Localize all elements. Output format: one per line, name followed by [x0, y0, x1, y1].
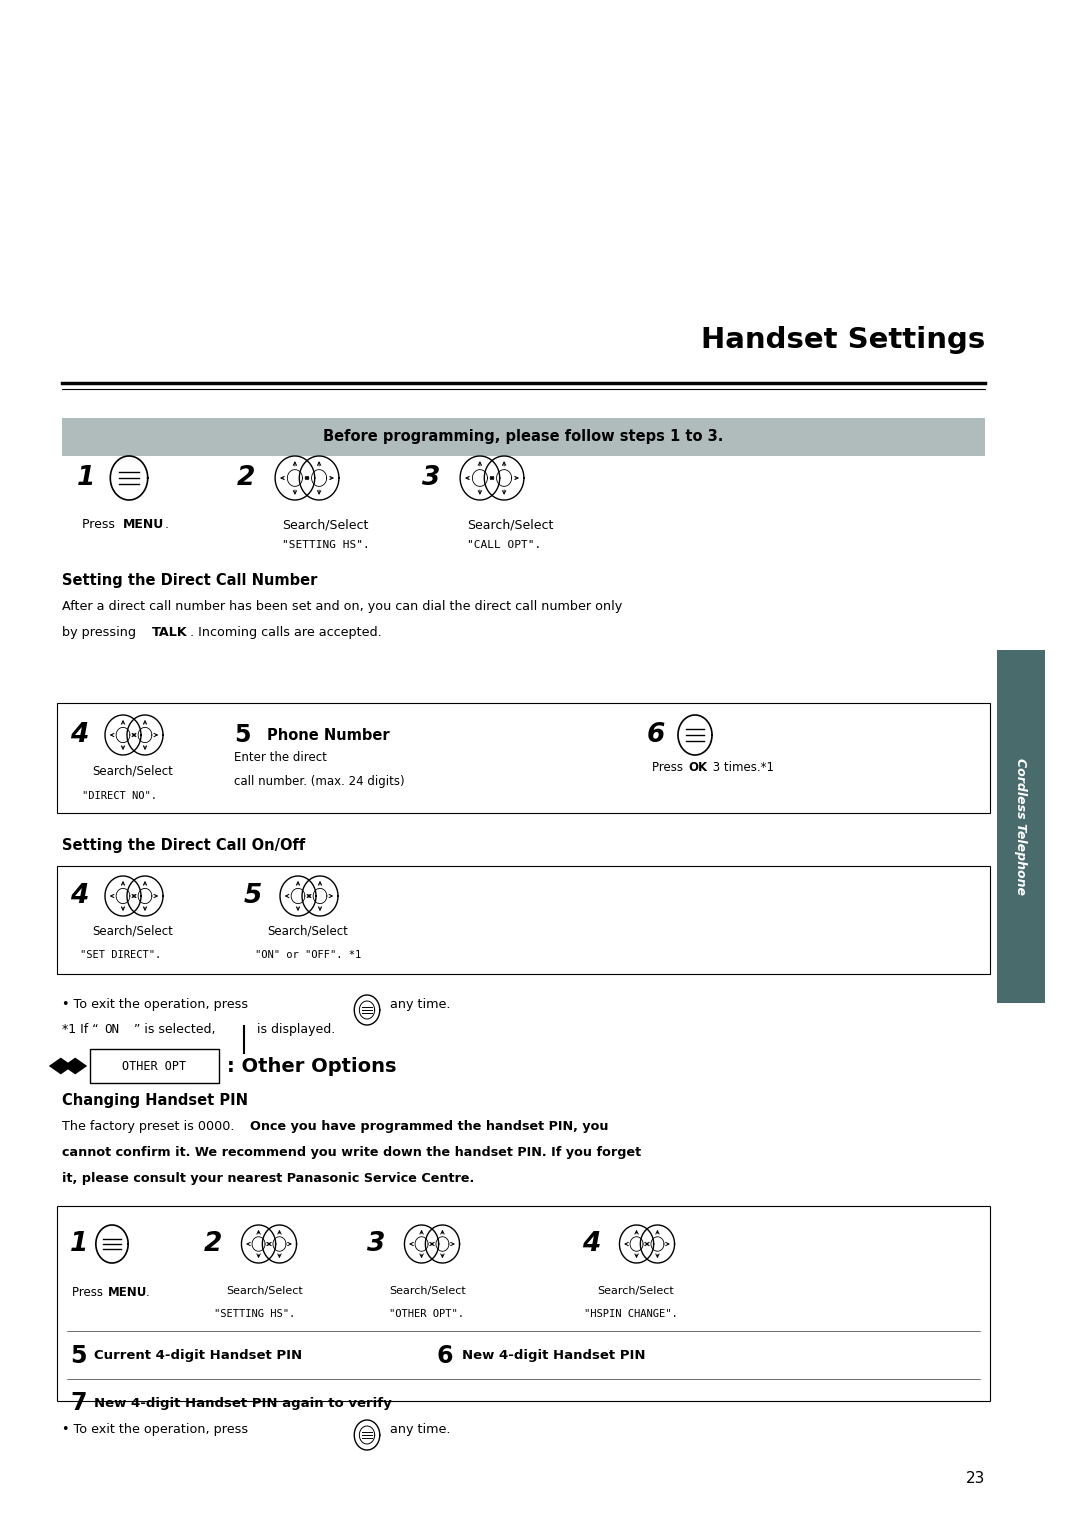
Text: 7: 7	[70, 1390, 86, 1415]
Text: Changing Handset PIN: Changing Handset PIN	[62, 1093, 248, 1108]
Bar	[57, 866, 990, 973]
Text: 3 times.*1: 3 times.*1	[708, 761, 774, 775]
Text: 6: 6	[647, 723, 665, 749]
Text: ON: ON	[104, 1024, 119, 1036]
Text: 4: 4	[70, 883, 89, 909]
Text: 5: 5	[244, 883, 262, 909]
Text: any time.: any time.	[390, 998, 450, 1012]
Text: it, please consult your nearest Panasonic Service Centre.: it, please consult your nearest Panasoni…	[62, 1172, 474, 1186]
Text: 5: 5	[70, 1345, 86, 1368]
Text: OK: OK	[688, 761, 707, 775]
Text: : Other Options: : Other Options	[227, 1056, 396, 1076]
Text: Search/Select: Search/Select	[226, 1287, 302, 1296]
Text: Setting the Direct Call On/Off: Setting the Direct Call On/Off	[62, 837, 306, 853]
Text: call number. (max. 24 digits): call number. (max. 24 digits)	[234, 775, 405, 788]
Text: "ON" or "OFF". *1: "ON" or "OFF". *1	[255, 950, 361, 960]
Text: "OTHER OPT".: "OTHER OPT".	[389, 1309, 464, 1319]
Polygon shape	[49, 1057, 72, 1074]
Text: ” is selected,: ” is selected,	[134, 1024, 216, 1036]
Text: MENU: MENU	[108, 1287, 147, 1299]
Text: New 4-digit Handset PIN: New 4-digit Handset PIN	[462, 1349, 646, 1363]
Text: New 4-digit Handset PIN again to verify: New 4-digit Handset PIN again to verify	[94, 1397, 392, 1409]
Bar	[62, 419, 985, 455]
Text: Search/Select: Search/Select	[92, 924, 173, 937]
Text: 4: 4	[70, 723, 89, 749]
Text: 5: 5	[234, 723, 251, 747]
Text: .: .	[165, 518, 168, 532]
Text: Setting the Direct Call Number: Setting the Direct Call Number	[62, 573, 318, 588]
Text: "SETTING HS".: "SETTING HS".	[282, 539, 369, 550]
Text: .: .	[146, 1287, 150, 1299]
Polygon shape	[64, 1057, 87, 1074]
Text: • To exit the operation, press: • To exit the operation, press	[62, 998, 248, 1012]
Text: any time.: any time.	[390, 1423, 450, 1436]
Text: • To exit the operation, press: • To exit the operation, press	[62, 1423, 248, 1436]
Text: Press: Press	[82, 518, 119, 532]
Text: After a direct call number has been set and on, you can dial the direct call num: After a direct call number has been set …	[62, 601, 622, 613]
Text: Search/Select: Search/Select	[467, 518, 553, 532]
Text: 3: 3	[422, 465, 441, 490]
Text: Handset Settings: Handset Settings	[701, 325, 985, 354]
Text: Press: Press	[72, 1287, 107, 1299]
Text: by pressing: by pressing	[62, 626, 140, 639]
Text: Cordless Telephone: Cordless Telephone	[1014, 758, 1027, 895]
Text: TALK: TALK	[152, 626, 188, 639]
Text: "DIRECT NO".: "DIRECT NO".	[82, 792, 157, 801]
Text: 1: 1	[70, 1232, 89, 1258]
Text: "HSPIN CHANGE".: "HSPIN CHANGE".	[584, 1309, 678, 1319]
Text: cannot confirm it. We recommend you write down the handset PIN. If you forget: cannot confirm it. We recommend you writ…	[62, 1146, 642, 1160]
Text: . Incoming calls are accepted.: . Incoming calls are accepted.	[190, 626, 381, 639]
Text: Enter the direct: Enter the direct	[234, 750, 327, 764]
Text: "SETTING HS".: "SETTING HS".	[214, 1309, 295, 1319]
Text: Press: Press	[652, 761, 687, 775]
Text: Search/Select: Search/Select	[267, 924, 348, 937]
Text: 23: 23	[966, 1471, 985, 1487]
Text: Before programming, please follow steps 1 to 3.: Before programming, please follow steps …	[323, 429, 724, 445]
Text: OTHER OPT: OTHER OPT	[122, 1059, 186, 1073]
Text: *1 If “: *1 If “	[62, 1024, 98, 1036]
Text: 2: 2	[204, 1232, 222, 1258]
Bar	[997, 649, 1045, 1002]
Text: The factory preset is 0000.: The factory preset is 0000.	[62, 1120, 239, 1132]
Text: Phone Number: Phone Number	[267, 727, 390, 743]
Text: 1: 1	[77, 465, 95, 490]
Bar	[57, 703, 990, 813]
Text: MENU: MENU	[123, 518, 164, 532]
Text: Search/Select: Search/Select	[597, 1287, 674, 1296]
Text: is displayed.: is displayed.	[257, 1024, 335, 1036]
Text: "CALL OPT".: "CALL OPT".	[467, 539, 541, 550]
Text: Search/Select: Search/Select	[282, 518, 368, 532]
Text: Once you have programmed the handset PIN, you: Once you have programmed the handset PIN…	[249, 1120, 608, 1132]
Text: 4: 4	[582, 1232, 600, 1258]
Text: 3: 3	[367, 1232, 386, 1258]
Text: Search/Select: Search/Select	[389, 1287, 465, 1296]
FancyBboxPatch shape	[90, 1050, 219, 1083]
Text: "SET DIRECT".: "SET DIRECT".	[80, 950, 161, 960]
Text: Search/Select: Search/Select	[92, 766, 173, 778]
Text: 2: 2	[237, 465, 255, 490]
Text: Current 4-digit Handset PIN: Current 4-digit Handset PIN	[94, 1349, 302, 1363]
Text: 6: 6	[437, 1345, 454, 1368]
Bar	[57, 1206, 990, 1401]
